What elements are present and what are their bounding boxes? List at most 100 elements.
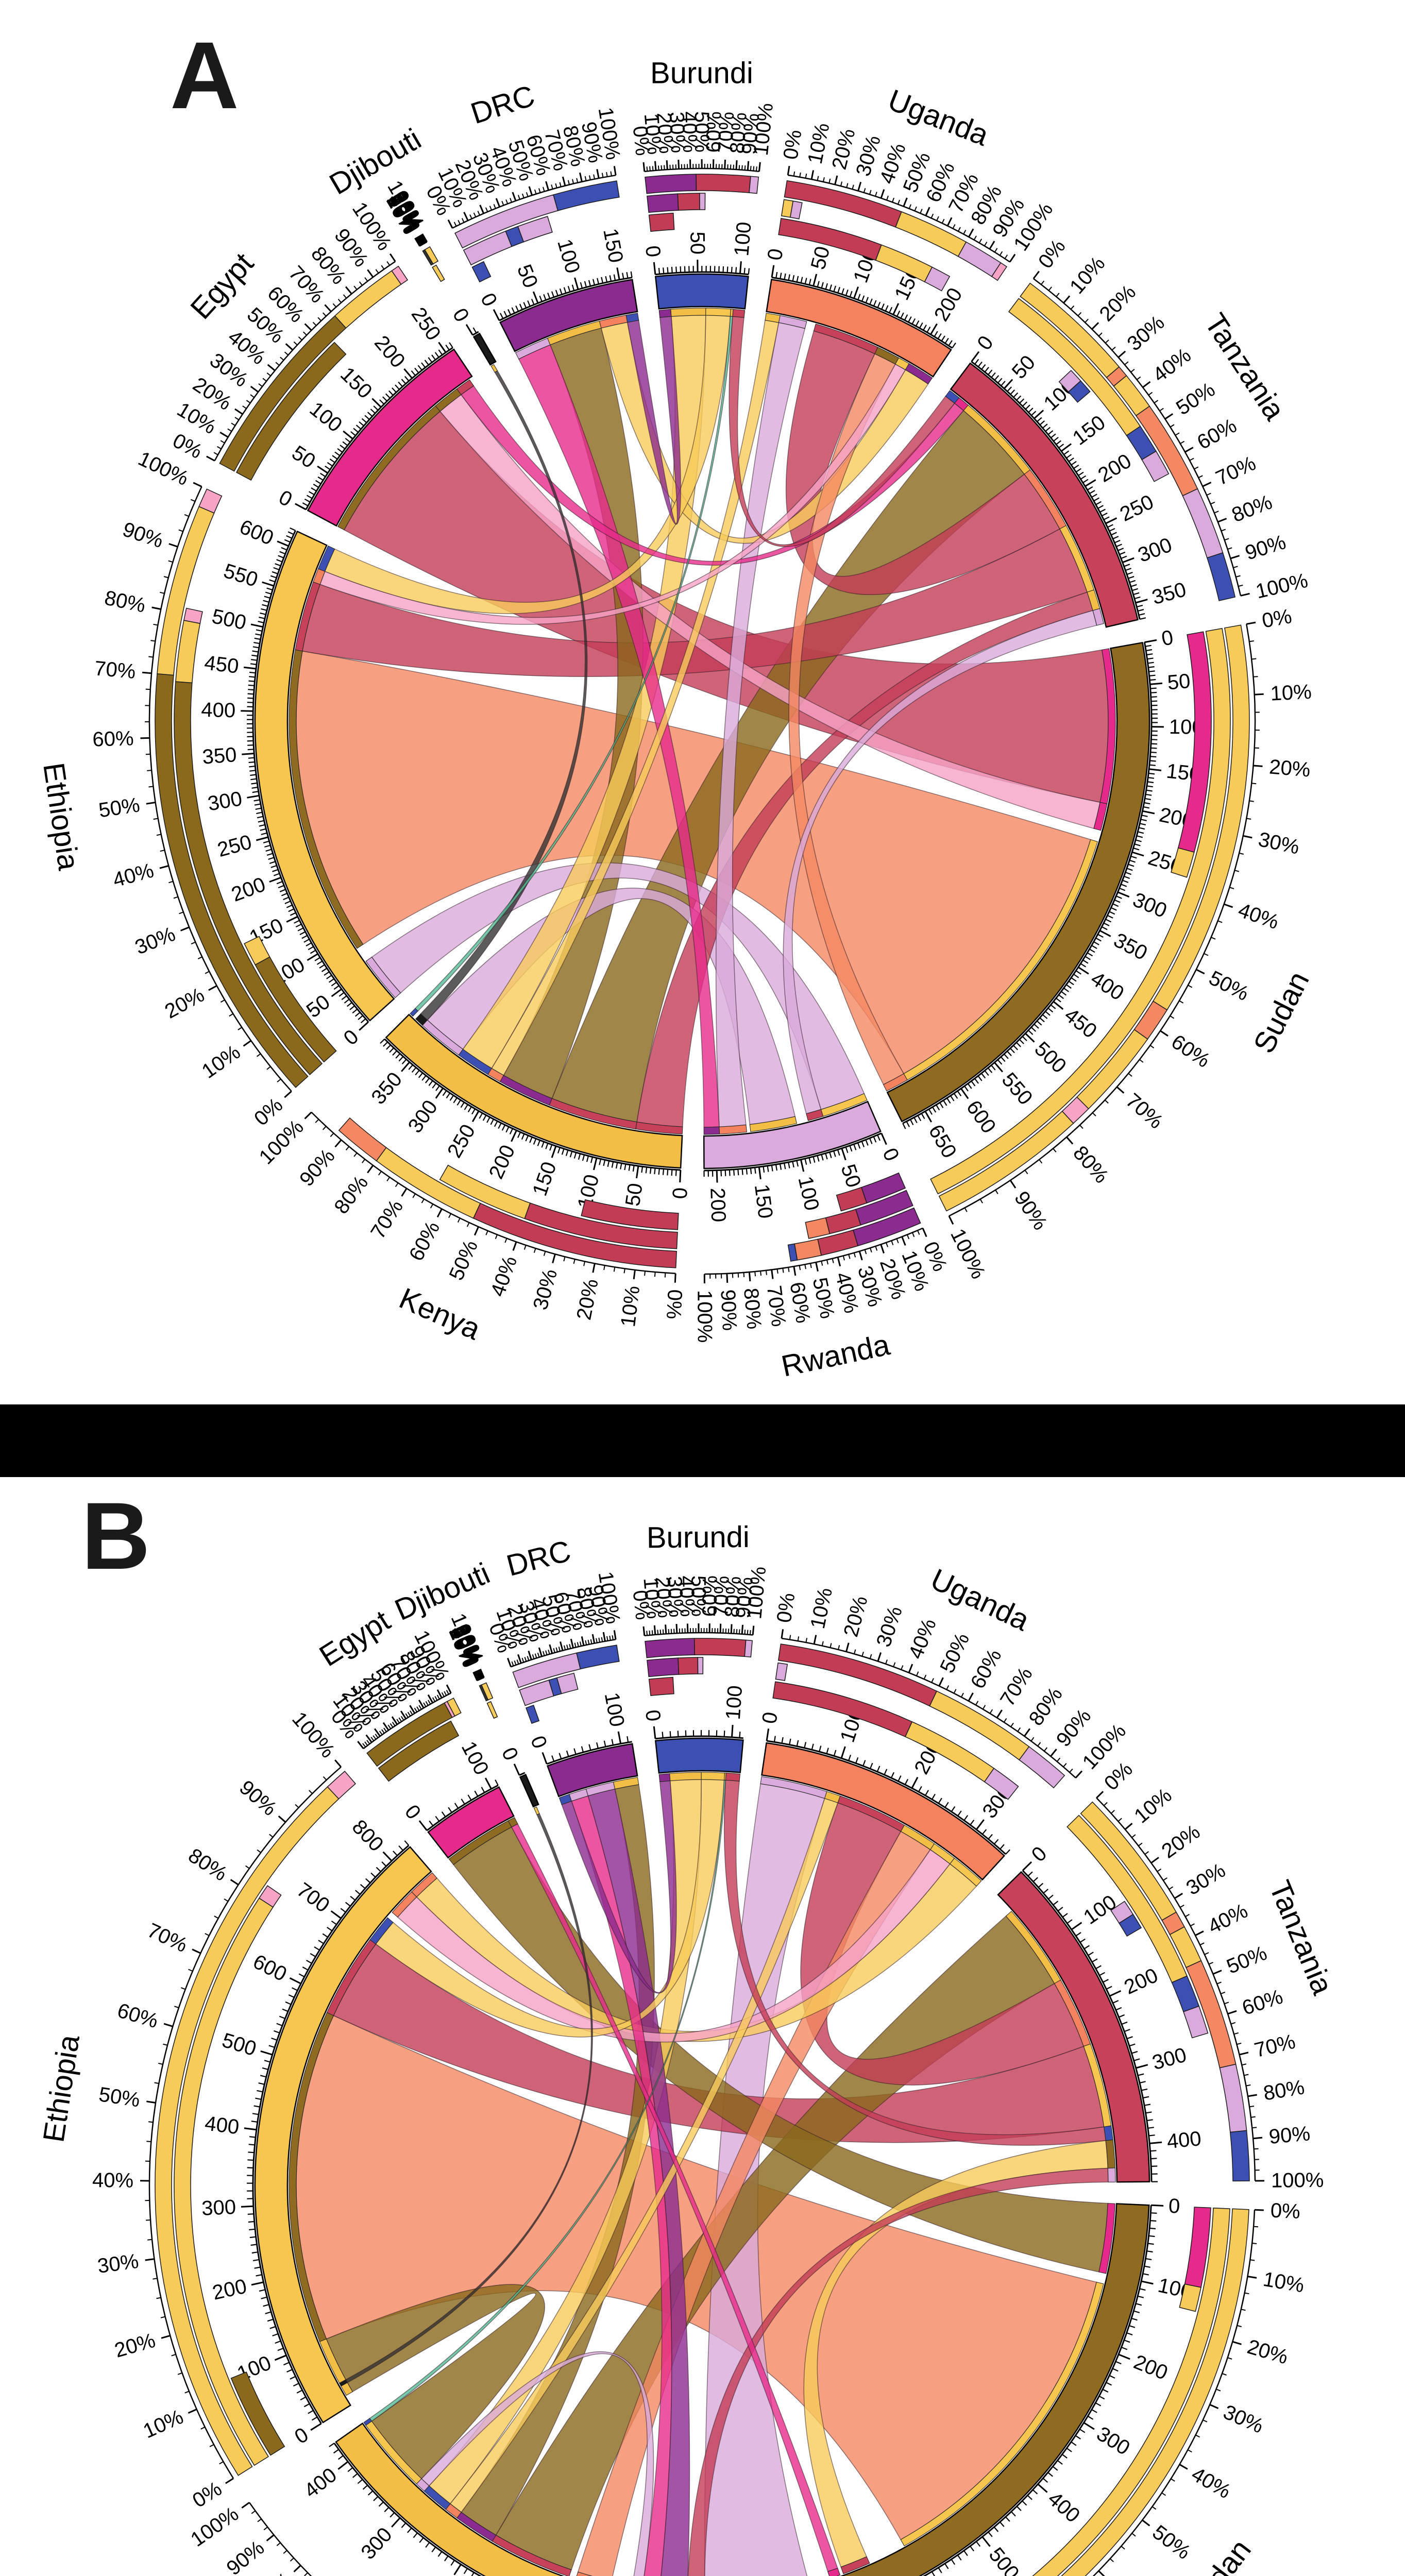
percent-axis-burundi bbox=[644, 1632, 753, 1637]
percent-axis-ethiopia bbox=[148, 486, 292, 1092]
value-tick-label: 50 bbox=[836, 1161, 865, 1190]
ribbon-base-strip bbox=[701, 1772, 725, 1781]
value-tick-label: 200 bbox=[1094, 449, 1136, 486]
percent-tick-label: 50% bbox=[97, 793, 142, 822]
panel-divider bbox=[0, 1404, 1405, 1477]
ribbon-base-strip bbox=[806, 1109, 824, 1121]
percent-tick-label: 20% bbox=[839, 1594, 872, 1639]
ribbon-tanzania-rwanda bbox=[687, 2167, 1109, 2576]
percent-tick-label: 40% bbox=[675, 1575, 699, 1617]
value-tick-label: 250 bbox=[443, 1121, 480, 1162]
percent-row-segment bbox=[553, 180, 620, 211]
percent-row-segment bbox=[1179, 2283, 1201, 2312]
country-label-uganda: Uganda bbox=[884, 83, 994, 152]
percent-tick-label: 70% bbox=[1252, 2030, 1297, 2062]
value-tick-label: 100 bbox=[457, 1738, 493, 1779]
ribbon-base-strip bbox=[658, 309, 672, 318]
value-tick-label: 250 bbox=[407, 303, 445, 345]
ribbon-base-strip bbox=[339, 2379, 348, 2387]
ribbon-base-strip bbox=[1104, 2125, 1113, 2141]
percent-row-segment bbox=[327, 1770, 357, 1800]
percent-tick-label: 20% bbox=[1268, 755, 1311, 781]
sector-bar-egypt bbox=[307, 348, 473, 527]
percent-axis-rwanda bbox=[704, 1227, 923, 1275]
ribbon-base-strip bbox=[730, 309, 734, 317]
percent-tick-label: 0% bbox=[629, 1589, 654, 1621]
percent-tick-label: 30% bbox=[1123, 311, 1169, 355]
percent-row-segment bbox=[645, 174, 697, 194]
percent-tick-label: 50% bbox=[690, 111, 713, 152]
percent-row-segment bbox=[938, 1110, 1074, 1212]
value-axis-drc bbox=[546, 1741, 632, 1765]
ribbon-base-strip bbox=[658, 1773, 671, 1782]
country-label-drc: DRC bbox=[503, 1534, 574, 1583]
value-tick-label: 400 bbox=[1043, 2487, 1084, 2527]
percent-tick-label: 30% bbox=[1220, 2401, 1267, 2438]
percent-tick-label: 70% bbox=[366, 1196, 408, 1243]
percent-tick-label: 0% bbox=[629, 125, 654, 157]
percent-tick-label: 100% bbox=[1271, 2169, 1324, 2192]
percent-axis-kenya bbox=[311, 1111, 676, 1274]
percent-row-segment bbox=[526, 1704, 540, 1724]
percent-tick-label: 50% bbox=[1148, 2521, 1194, 2564]
percent-tick-label: 40% bbox=[904, 1616, 941, 1663]
ribbon-base-strip bbox=[317, 545, 335, 572]
ribbon-base-strip bbox=[313, 568, 326, 585]
country-label-burundi: Burundi bbox=[650, 57, 753, 90]
value-tick-label: 100 bbox=[793, 1174, 823, 1213]
country-label-burundi: Burundi bbox=[647, 1520, 750, 1554]
value-axis-sudan bbox=[922, 2205, 1152, 2576]
value-tick-label: 100 bbox=[722, 1685, 747, 1721]
percent-tick-label: 0% bbox=[1034, 235, 1070, 273]
percent-axis-tanzania bbox=[1033, 278, 1242, 596]
sector-bar-djibouti bbox=[472, 332, 497, 366]
percent-tick-label: 30% bbox=[665, 111, 689, 154]
percent-row-segment bbox=[984, 1768, 1019, 1800]
ribbon-base-strip bbox=[905, 363, 933, 384]
value-tick-label: 0 bbox=[1168, 2195, 1180, 2218]
sector-bar-uganda bbox=[761, 1742, 1006, 1881]
percent-tick-label: 80% bbox=[330, 1172, 373, 1218]
sector-bar-sudan bbox=[886, 641, 1150, 1123]
percent-tick-label: 100% bbox=[1254, 569, 1310, 603]
value-tick-label: 300 bbox=[201, 2196, 236, 2220]
percent-tick-label: 0% bbox=[779, 128, 806, 161]
ribbon-base-strip bbox=[1107, 2167, 1116, 2182]
ribbon-sudan-egypt bbox=[453, 1826, 1108, 2273]
ribbon-base-strip bbox=[410, 1008, 418, 1017]
value-tick-label: 350 bbox=[1110, 929, 1151, 965]
percent-row-segment bbox=[439, 1164, 531, 1219]
percent-row-segment bbox=[693, 1638, 747, 1657]
percent-row-segment bbox=[787, 1243, 798, 1262]
percent-tick-label: 0% bbox=[189, 2477, 226, 2512]
percent-tick-label: 0% bbox=[169, 429, 206, 463]
percent-row-segment bbox=[517, 216, 553, 243]
percent-tick-label: 50% bbox=[97, 2083, 142, 2111]
value-tick-label: 200 bbox=[706, 1188, 730, 1223]
value-tick-label: 700 bbox=[293, 1878, 334, 1917]
percent-row-segment bbox=[1141, 450, 1170, 482]
percent-tick-label: 90% bbox=[1268, 2122, 1311, 2148]
value-axis-kenya bbox=[384, 1038, 681, 1171]
ribbon-base-strip bbox=[576, 2571, 593, 2576]
value-tick-label: 400 bbox=[1166, 2127, 1203, 2153]
value-tick-label: 600 bbox=[962, 1096, 1000, 1138]
value-tick-label: 0 bbox=[291, 2423, 312, 2448]
percent-tick-label: 90% bbox=[738, 112, 764, 155]
ribbon-base-strip bbox=[945, 390, 960, 404]
percent-row-segment bbox=[789, 200, 803, 219]
sector-bar-drc bbox=[546, 1743, 638, 1798]
value-tick-label: 0 bbox=[1160, 626, 1175, 650]
percent-row-segment bbox=[1019, 1746, 1065, 1789]
percent-row-segment bbox=[1061, 2208, 1249, 2576]
value-tick-label: 50 bbox=[686, 231, 708, 255]
sector-bar-egypt bbox=[427, 1786, 515, 1859]
percent-tick-label: 70% bbox=[709, 1575, 734, 1617]
percent-tick-label: 60% bbox=[1102, 2574, 1147, 2576]
percent-tick-label: 40% bbox=[1205, 1900, 1251, 1938]
percent-tick-label: 50% bbox=[1206, 967, 1252, 1005]
percent-row-segment bbox=[1229, 2130, 1250, 2182]
percent-tick-label: 10% bbox=[1261, 2268, 1306, 2297]
country-label-uganda: Uganda bbox=[925, 1562, 1035, 1637]
percent-row-segment bbox=[338, 1117, 387, 1162]
